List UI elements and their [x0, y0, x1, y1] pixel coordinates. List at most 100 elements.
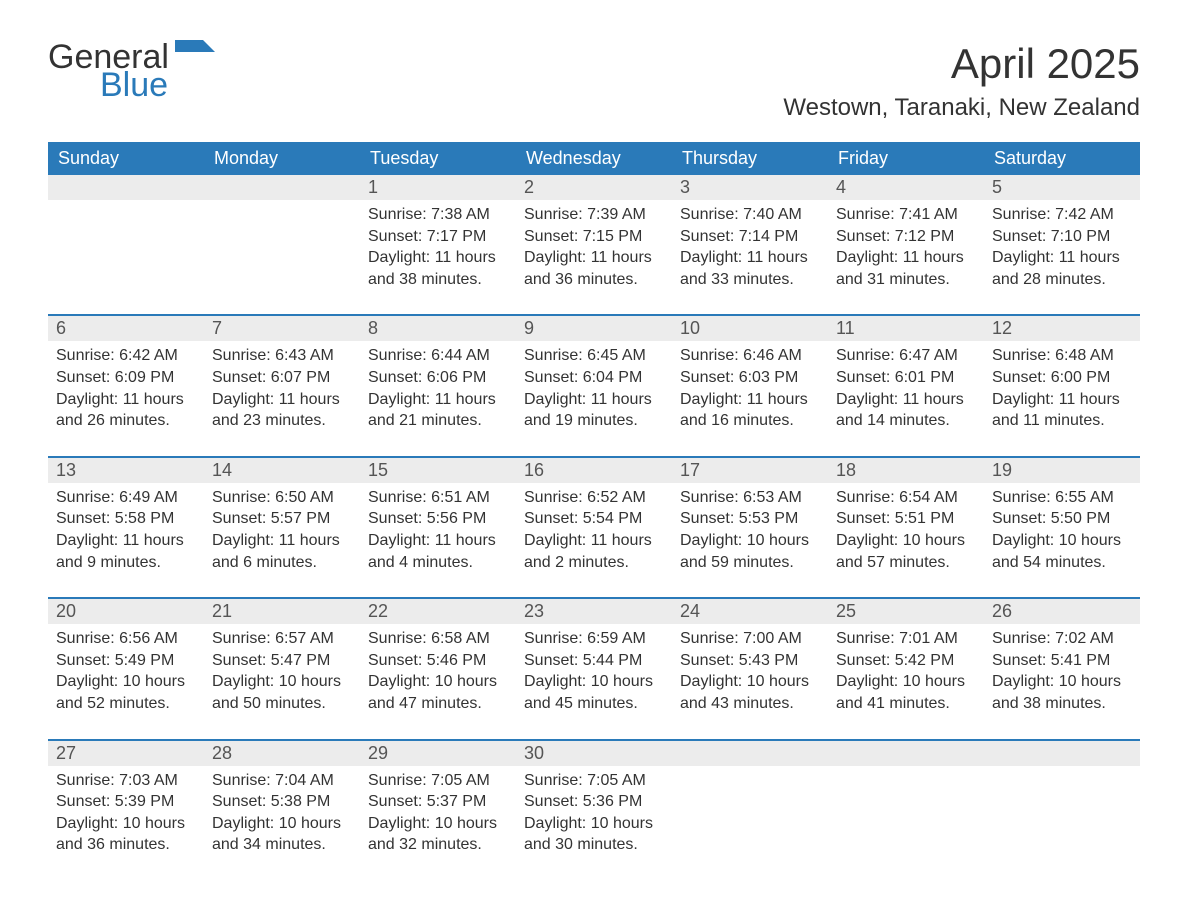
day-header: Sunday	[48, 142, 204, 175]
daylight-text-1: Daylight: 11 hours	[524, 389, 664, 411]
daylight-text-2: and 2 minutes.	[524, 552, 664, 574]
sunset-text: Sunset: 5:53 PM	[680, 508, 820, 530]
daylight-text-1: Daylight: 10 hours	[524, 813, 664, 835]
sunrise-text: Sunrise: 7:42 AM	[992, 204, 1132, 226]
daylight-text-2: and 16 minutes.	[680, 410, 820, 432]
daylight-text-2: and 38 minutes.	[992, 693, 1132, 715]
daylight-text-1: Daylight: 10 hours	[680, 530, 820, 552]
sunset-text: Sunset: 5:50 PM	[992, 508, 1132, 530]
sunset-text: Sunset: 5:41 PM	[992, 650, 1132, 672]
day-header: Friday	[828, 142, 984, 175]
day-number-cell: 8	[360, 316, 516, 341]
flag-icon	[175, 40, 215, 69]
sunrise-text: Sunrise: 7:02 AM	[992, 628, 1132, 650]
day-data-cell: Sunrise: 7:41 AMSunset: 7:12 PMDaylight:…	[828, 200, 984, 315]
sunset-text: Sunset: 5:39 PM	[56, 791, 196, 813]
day-data-row: Sunrise: 6:42 AMSunset: 6:09 PMDaylight:…	[48, 341, 1140, 456]
daylight-text-1: Daylight: 11 hours	[836, 389, 976, 411]
day-data-cell: Sunrise: 7:03 AMSunset: 5:39 PMDaylight:…	[48, 766, 204, 880]
daylight-text-1: Daylight: 10 hours	[56, 671, 196, 693]
day-data-cell: Sunrise: 7:40 AMSunset: 7:14 PMDaylight:…	[672, 200, 828, 315]
daylight-text-2: and 4 minutes.	[368, 552, 508, 574]
daylight-text-1: Daylight: 11 hours	[680, 247, 820, 269]
day-number-cell: 29	[360, 741, 516, 766]
sunrise-text: Sunrise: 6:49 AM	[56, 487, 196, 509]
daylight-text-1: Daylight: 11 hours	[368, 530, 508, 552]
daylight-text-2: and 38 minutes.	[368, 269, 508, 291]
day-number-cell: 24	[672, 599, 828, 624]
sunset-text: Sunset: 5:51 PM	[836, 508, 976, 530]
day-data-cell: Sunrise: 6:51 AMSunset: 5:56 PMDaylight:…	[360, 483, 516, 598]
day-data-cell: Sunrise: 6:46 AMSunset: 6:03 PMDaylight:…	[672, 341, 828, 456]
daylight-text-2: and 41 minutes.	[836, 693, 976, 715]
sunrise-text: Sunrise: 7:38 AM	[368, 204, 508, 226]
daylight-text-1: Daylight: 11 hours	[56, 530, 196, 552]
sunset-text: Sunset: 6:06 PM	[368, 367, 508, 389]
day-number-cell	[984, 741, 1140, 766]
sunset-text: Sunset: 6:01 PM	[836, 367, 976, 389]
day-data-cell: Sunrise: 6:59 AMSunset: 5:44 PMDaylight:…	[516, 624, 672, 739]
sunrise-text: Sunrise: 7:41 AM	[836, 204, 976, 226]
day-number-cell: 2	[516, 175, 672, 200]
day-number-cell: 12	[984, 316, 1140, 341]
day-number-cell: 27	[48, 741, 204, 766]
day-number-cell: 11	[828, 316, 984, 341]
day-data-cell: Sunrise: 6:48 AMSunset: 6:00 PMDaylight:…	[984, 341, 1140, 456]
daynum-row: 12345	[48, 175, 1140, 200]
sunset-text: Sunset: 5:43 PM	[680, 650, 820, 672]
day-data-cell: Sunrise: 7:00 AMSunset: 5:43 PMDaylight:…	[672, 624, 828, 739]
daylight-text-2: and 43 minutes.	[680, 693, 820, 715]
sunrise-text: Sunrise: 6:58 AM	[368, 628, 508, 650]
sunrise-text: Sunrise: 6:53 AM	[680, 487, 820, 509]
sunrise-text: Sunrise: 6:43 AM	[212, 345, 352, 367]
daylight-text-2: and 54 minutes.	[992, 552, 1132, 574]
day-number-cell: 6	[48, 316, 204, 341]
header: General Blue April 2025 Westown, Taranak…	[48, 40, 1140, 122]
day-data-cell: Sunrise: 6:50 AMSunset: 5:57 PMDaylight:…	[204, 483, 360, 598]
sunrise-text: Sunrise: 6:45 AM	[524, 345, 664, 367]
daynum-row: 6789101112	[48, 316, 1140, 341]
sunset-text: Sunset: 7:12 PM	[836, 226, 976, 248]
daylight-text-2: and 19 minutes.	[524, 410, 664, 432]
daylight-text-1: Daylight: 11 hours	[56, 389, 196, 411]
sunset-text: Sunset: 5:44 PM	[524, 650, 664, 672]
sunset-text: Sunset: 5:57 PM	[212, 508, 352, 530]
day-data-cell: Sunrise: 7:04 AMSunset: 5:38 PMDaylight:…	[204, 766, 360, 880]
sunrise-text: Sunrise: 6:52 AM	[524, 487, 664, 509]
day-data-cell: Sunrise: 6:56 AMSunset: 5:49 PMDaylight:…	[48, 624, 204, 739]
day-header: Saturday	[984, 142, 1140, 175]
daylight-text-1: Daylight: 11 hours	[992, 247, 1132, 269]
sunset-text: Sunset: 7:17 PM	[368, 226, 508, 248]
daylight-text-1: Daylight: 11 hours	[212, 389, 352, 411]
sunrise-text: Sunrise: 6:55 AM	[992, 487, 1132, 509]
day-header-row: Sunday Monday Tuesday Wednesday Thursday…	[48, 142, 1140, 175]
daylight-text-1: Daylight: 10 hours	[56, 813, 196, 835]
sunrise-text: Sunrise: 6:59 AM	[524, 628, 664, 650]
sunset-text: Sunset: 5:46 PM	[368, 650, 508, 672]
sunrise-text: Sunrise: 6:57 AM	[212, 628, 352, 650]
day-data-cell: Sunrise: 6:45 AMSunset: 6:04 PMDaylight:…	[516, 341, 672, 456]
daylight-text-1: Daylight: 10 hours	[212, 813, 352, 835]
day-data-cell	[48, 200, 204, 315]
sunrise-text: Sunrise: 6:54 AM	[836, 487, 976, 509]
daylight-text-1: Daylight: 11 hours	[836, 247, 976, 269]
sunrise-text: Sunrise: 6:48 AM	[992, 345, 1132, 367]
day-data-cell: Sunrise: 6:52 AMSunset: 5:54 PMDaylight:…	[516, 483, 672, 598]
day-data-cell: Sunrise: 6:49 AMSunset: 5:58 PMDaylight:…	[48, 483, 204, 598]
day-number-cell: 15	[360, 458, 516, 483]
sunset-text: Sunset: 5:38 PM	[212, 791, 352, 813]
day-number-cell	[672, 741, 828, 766]
day-header: Monday	[204, 142, 360, 175]
day-number-cell	[204, 175, 360, 200]
day-data-cell: Sunrise: 6:47 AMSunset: 6:01 PMDaylight:…	[828, 341, 984, 456]
sunrise-text: Sunrise: 7:05 AM	[524, 770, 664, 792]
day-data-cell: Sunrise: 6:42 AMSunset: 6:09 PMDaylight:…	[48, 341, 204, 456]
daylight-text-1: Daylight: 11 hours	[524, 247, 664, 269]
daylight-text-2: and 45 minutes.	[524, 693, 664, 715]
daylight-text-1: Daylight: 10 hours	[836, 530, 976, 552]
sunset-text: Sunset: 5:42 PM	[836, 650, 976, 672]
sunset-text: Sunset: 5:58 PM	[56, 508, 196, 530]
sunset-text: Sunset: 7:14 PM	[680, 226, 820, 248]
sunset-text: Sunset: 6:04 PM	[524, 367, 664, 389]
daylight-text-2: and 59 minutes.	[680, 552, 820, 574]
